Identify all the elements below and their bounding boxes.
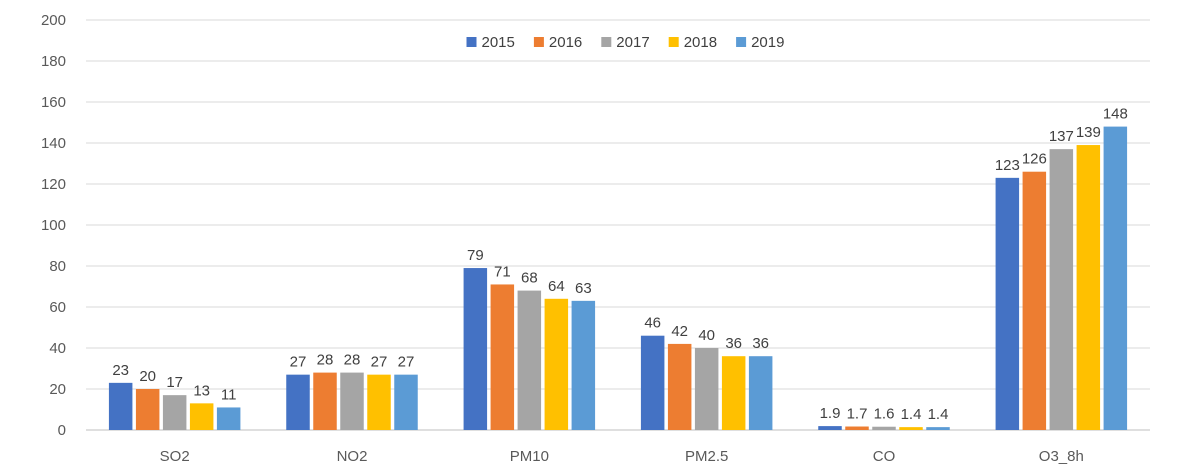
data-label: 27: [371, 354, 388, 371]
data-label: 28: [317, 352, 334, 369]
bar: [899, 427, 923, 430]
bar: [845, 426, 869, 430]
data-label: 23: [112, 362, 129, 379]
y-tick-label: 180: [41, 53, 66, 70]
bars: [108, 126, 1128, 431]
x-axis-categories: SO2 NO2 PM10 PM2.5 CO O3_8h: [160, 448, 1084, 465]
legend-swatch: [601, 37, 612, 47]
y-tick-label: 20: [49, 381, 66, 398]
data-label: 1.4: [901, 406, 922, 423]
bar: [995, 177, 1020, 430]
bar: [694, 348, 719, 430]
legend-swatch: [466, 37, 477, 47]
data-label: 27: [290, 354, 307, 371]
data-label: 11: [221, 386, 237, 403]
x-category-label: SO2: [160, 448, 190, 465]
bar: [189, 403, 214, 430]
bar: [818, 426, 842, 430]
y-tick-label: 40: [49, 340, 66, 357]
data-label: 63: [575, 280, 592, 297]
bar: [162, 395, 187, 430]
bar: [721, 356, 746, 430]
legend-label: 2019: [751, 34, 784, 51]
bar: [216, 407, 241, 430]
bar: [394, 374, 418, 430]
data-label: 13: [193, 382, 210, 399]
legend-label: 2017: [616, 34, 649, 51]
data-label: 1.6: [874, 406, 895, 423]
bar: [544, 298, 569, 430]
data-label: 139: [1076, 124, 1101, 141]
data-label: 64: [548, 278, 565, 295]
y-tick-label: 140: [41, 135, 66, 152]
bar: [571, 300, 596, 430]
bar: [1049, 149, 1074, 430]
y-axis-ticks: 0 20 40 60 80 100 120 140 160 180 200: [41, 12, 66, 439]
data-label: 20: [139, 368, 156, 385]
y-tick-label: 160: [41, 94, 66, 111]
bar: [667, 343, 692, 430]
data-label: 42: [671, 323, 688, 340]
legend-label: 2015: [482, 34, 515, 51]
data-label: 27: [398, 354, 415, 371]
y-tick-label: 200: [41, 12, 66, 29]
data-labels: 23 20 17 13 11 27 28 28 27 27 79 71 68 64 63 46 42 40 36 36…: [112, 106, 1128, 424]
data-label: 137: [1049, 128, 1074, 145]
legend: 2015 2016 2017 2018 2019: [466, 34, 784, 51]
y-tick-label: 80: [49, 258, 66, 275]
data-label: 1.7: [847, 406, 868, 423]
bar: [340, 372, 364, 430]
data-label: 148: [1103, 106, 1128, 123]
y-tick-label: 60: [49, 299, 66, 316]
x-category-label: PM2.5: [685, 448, 728, 465]
bar: [748, 356, 773, 430]
data-label: 79: [467, 247, 484, 264]
bar: [313, 372, 337, 430]
data-label: 28: [344, 352, 361, 369]
gridlines: [86, 19, 1150, 431]
bar: [926, 427, 950, 430]
bar: [1103, 126, 1128, 430]
legend-swatch: [736, 37, 747, 47]
data-label: 126: [1022, 151, 1047, 168]
data-label: 46: [644, 315, 661, 332]
data-label: 68: [521, 270, 538, 287]
x-category-label: O3_8h: [1039, 448, 1084, 465]
y-tick-label: 120: [41, 176, 66, 193]
data-label: 71: [494, 263, 511, 280]
data-label: 123: [995, 157, 1020, 174]
legend-label: 2018: [684, 34, 717, 51]
legend-swatch: [668, 37, 679, 47]
x-category-label: NO2: [337, 448, 368, 465]
data-label: 40: [698, 327, 715, 344]
y-tick-label: 100: [41, 217, 66, 234]
legend-label: 2016: [549, 34, 582, 51]
bar: [108, 382, 133, 430]
data-label: 36: [725, 335, 742, 352]
bar: [490, 284, 515, 430]
x-category-label: CO: [873, 448, 896, 465]
data-label: 17: [166, 374, 183, 391]
bar: [517, 290, 542, 430]
x-category-label: PM10: [510, 448, 549, 465]
bar: [135, 389, 160, 430]
bar: [1076, 145, 1101, 431]
data-label: 1.4: [928, 406, 949, 423]
data-label: 36: [752, 335, 769, 352]
bar: [872, 426, 896, 430]
data-label: 1.9: [820, 405, 841, 422]
y-tick-label: 0: [58, 422, 66, 439]
legend-swatch: [533, 37, 544, 47]
bar: [367, 374, 391, 430]
bar: [640, 335, 665, 430]
bar: [1022, 171, 1047, 430]
bar: [286, 374, 310, 430]
bar: [463, 268, 488, 430]
